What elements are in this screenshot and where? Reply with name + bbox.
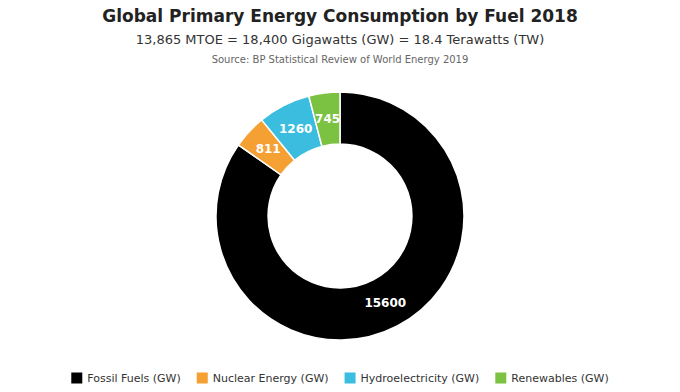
source-note: Source: BP Statistical Review of World E… [212,54,469,65]
legend-label: Nuclear Energy (GW) [213,372,329,385]
legend-item: Fossil Fuels (GW) [71,372,180,385]
legend-swatch [197,373,208,384]
subtitle: 13,865 MTOE = 18,400 Gigawatts (GW) = 18… [136,32,545,47]
legend-swatch [495,373,506,384]
legend-label: Fossil Fuels (GW) [87,372,180,385]
data-label: 811 [256,142,281,156]
donut [216,92,464,340]
legend-item: Hydroelectricity (GW) [345,372,480,385]
data-labels: 15600 811 1260745 [256,112,406,310]
donut-slice [309,92,340,146]
legend-swatch [345,373,356,384]
legend-item: Renewables (GW) [495,372,608,385]
data-label: 745 [315,112,340,126]
title: Global Primary Energy Consumption by Fue… [102,6,578,26]
legend-label: Hydroelectricity (GW) [361,372,480,385]
legend: Fossil Fuels (GW) Nuclear Energy (GW) Hydr… [71,372,608,385]
chart: Global Primary Energy Consumption by Fue… [0,0,680,392]
legend-swatch [71,373,82,384]
donut-slice [216,92,464,340]
legend-label: Renewables (GW) [511,372,608,385]
legend-item: Nuclear Energy (GW) [197,372,329,385]
data-label: 1260 [279,122,312,136]
data-label: 15600 [364,296,406,310]
